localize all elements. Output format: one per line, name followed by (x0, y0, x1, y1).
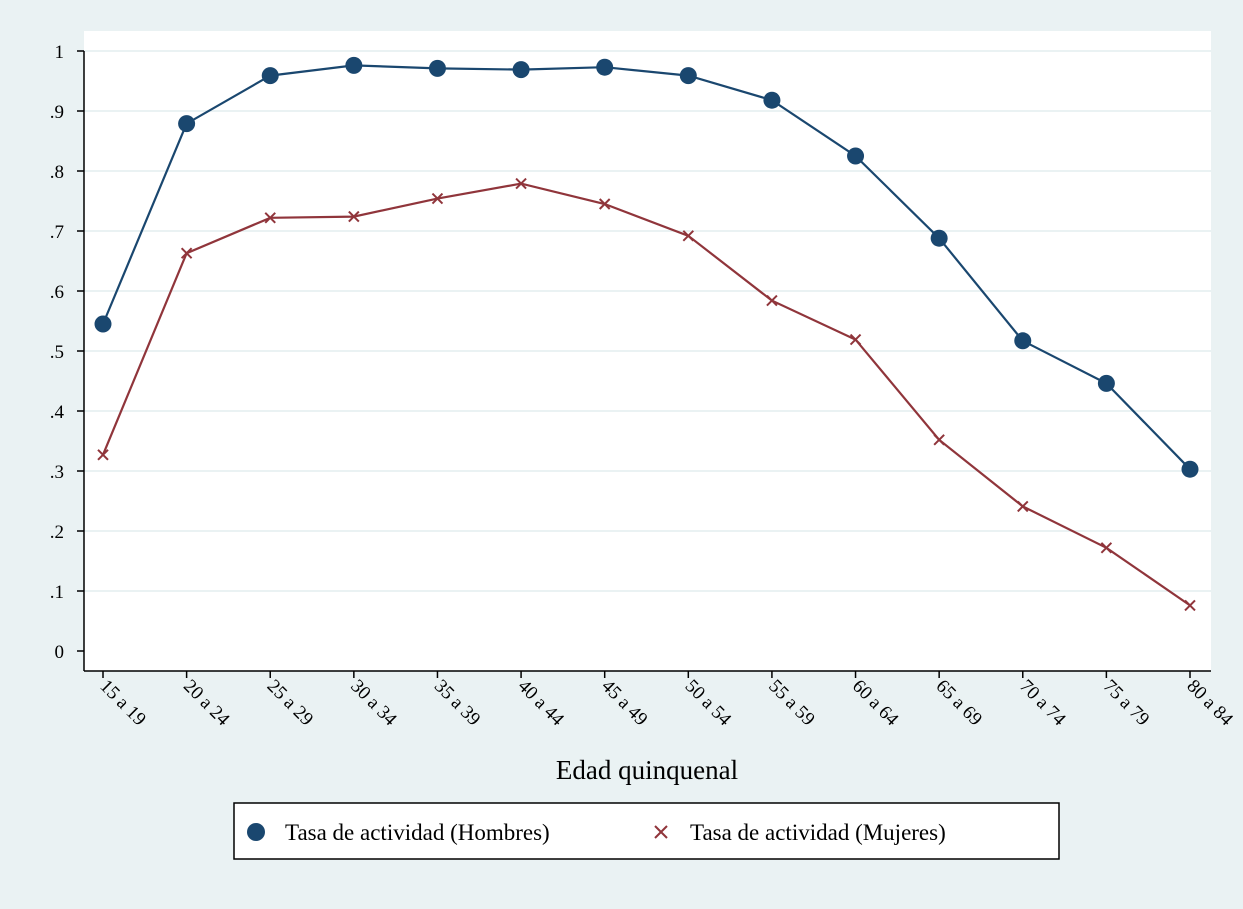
data-point (348, 210, 360, 223)
data-point (766, 294, 778, 307)
x-axis-title: Edad quinquenal (556, 755, 738, 785)
data-point (261, 67, 279, 85)
data-point (264, 212, 276, 224)
grid-lines (84, 50, 1211, 592)
y-tick-label: 1 (55, 42, 65, 63)
y-tick-label: .7 (50, 222, 64, 243)
y-tick-label: .6 (50, 282, 64, 303)
data-point (180, 247, 193, 259)
data-point (679, 67, 697, 85)
y-tick-label: .9 (50, 102, 64, 123)
legend-marker-hombres (247, 823, 265, 841)
series-0 (94, 56, 1199, 478)
y-tick-label: .1 (50, 582, 64, 603)
y-tick-label: .5 (50, 342, 64, 363)
data-point (431, 192, 444, 205)
data-point (1097, 374, 1115, 392)
data-point (515, 177, 527, 190)
legend-label-hombres: Tasa de actividad (Hombres) (285, 820, 550, 845)
data-point (930, 229, 948, 247)
data-point (847, 147, 865, 165)
legend-box (233, 802, 1060, 860)
data-point (1017, 500, 1029, 513)
data-point (1184, 599, 1196, 612)
data-point (512, 61, 530, 79)
data-point (763, 91, 781, 109)
data-point (97, 449, 109, 461)
series-line (101, 182, 1191, 607)
y-tick-label: .3 (50, 462, 64, 483)
data-point (598, 198, 611, 210)
data-point (94, 315, 112, 333)
data-point (849, 333, 862, 346)
data-point (1100, 542, 1113, 554)
data-point (428, 59, 446, 77)
series-line (101, 64, 1191, 470)
y-tick-label: .8 (50, 162, 64, 183)
legend-label-mujeres: Tasa de actividad (Mujeres) (690, 820, 946, 845)
data-point (682, 230, 695, 242)
data-point (596, 58, 614, 76)
legend: Tasa de actividad (Hombres) Tasa de acti… (233, 802, 1060, 860)
data-point (178, 115, 196, 133)
data-point (345, 56, 363, 74)
y-tick-label: .2 (50, 522, 64, 543)
data-series (94, 56, 1199, 612)
series-1 (97, 177, 1196, 612)
data-point (933, 434, 945, 446)
data-point (1181, 460, 1199, 478)
y-tick-label: 0 (55, 642, 65, 663)
y-tick-label: .4 (50, 402, 65, 423)
data-point (1014, 332, 1032, 350)
legend-marker-mujeres (654, 825, 668, 839)
